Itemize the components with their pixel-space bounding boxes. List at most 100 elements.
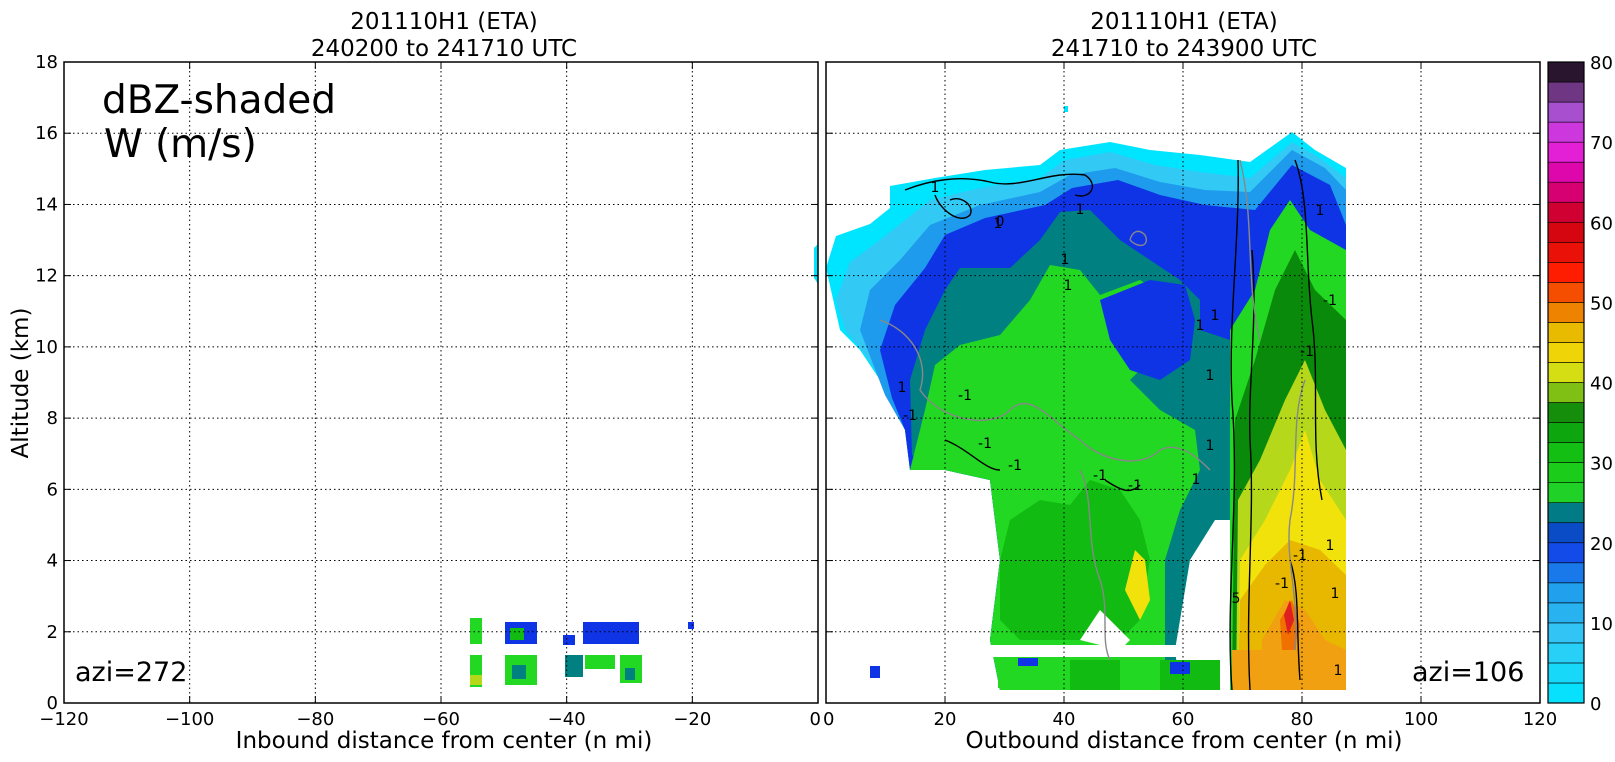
left-echo-patch [688,622,694,629]
colorbar-segment [1547,582,1585,604]
colorbar-segment [1547,141,1585,163]
annotation-w-ms: W (m/s) [104,122,257,167]
left-echo-patch [585,655,615,669]
contour-line [944,439,1001,471]
annotation-azi-left: azi=272 [75,657,187,688]
contour-label: 1 [1334,663,1343,679]
contour-label: 1 [1064,278,1073,294]
contour-label: -1 [1300,344,1314,360]
colorbar-segment [1547,682,1585,704]
colorbar-segment [1547,61,1585,83]
y-tick-label: 14 [35,194,58,215]
contour-label: 1 [1326,538,1335,554]
echo-low-patch [1018,658,1038,666]
colorbar-segment [1547,81,1585,103]
left-grid [64,62,818,703]
left-echo-patch [512,665,526,679]
contour-line [1288,379,1306,651]
annotation-dbz-shaded: dBZ-shaded [102,78,336,123]
x-tick-label: 80 [1291,709,1314,730]
right-radar-shading [826,62,1540,703]
contour-label: -1 [1275,576,1289,592]
left-title-line1: 201110H1 (ETA) [350,9,538,35]
colorbar-segment [1547,442,1585,463]
contour-label: 1 [1331,586,1340,602]
echo-low-patch [1232,650,1346,690]
echo-gap [990,645,1230,657]
colorbar-tick-label: 10 [1590,614,1613,635]
left-ticks: −120 −100 −80 −60 −40 −20 0 0 2 4 6 8 10 12 14 16 18 [35,52,821,730]
colorbar-tick-label: 40 [1590,374,1613,395]
contour-label: 1 [1206,438,1215,454]
colorbar-segment [1547,622,1585,644]
left-echo-patch [565,655,583,677]
left-echo-patch [470,675,482,685]
contour-label: 1 [1061,252,1070,268]
colorbar-tick-label: 0 [1590,694,1601,715]
colorbar-tick-label: 30 [1590,454,1613,475]
colorbar-tick-label: 20 [1590,534,1613,555]
y-tick-label: 10 [35,337,58,358]
left-echo-patch [510,628,524,640]
echo-low-patch [1064,106,1068,112]
contour-line [1104,479,1141,492]
x-tick-label: 0 [823,709,834,730]
colorbar-segment [1547,241,1585,263]
x-tick-label: 40 [1053,709,1076,730]
contour-label: -1 [1008,458,1022,474]
contour-label: -1 [1323,293,1337,309]
echo-gap [826,690,1346,703]
echo-low-patch [1070,660,1120,690]
left-echo-edge [814,244,818,284]
y-tick-label: 6 [47,479,58,500]
y-tick-label: 0 [47,693,58,714]
colorbar-segment [1547,482,1585,503]
colorbar-segment [1547,642,1585,664]
colorbar-segment [1547,382,1585,403]
contour-label: 1 [1196,318,1205,334]
x-tick-label: 100 [1404,709,1438,730]
right-title-line1: 201110H1 (ETA) [1090,9,1278,35]
contour-line [1129,230,1147,247]
contour-label: 0 [996,214,1005,230]
contour-line [1079,469,1111,661]
annotation-azi-right: azi=106 [1412,657,1524,688]
x-tick-label: −80 [296,709,334,730]
contour-label: 1 [994,216,1003,232]
contour-label: 1 [931,180,940,196]
colorbar: 0 10 20 30 40 50 60 70 80 [1547,53,1613,715]
contour-label: 1 [898,380,907,396]
contour-line [904,173,1094,197]
contour-label: -1 [958,388,972,404]
y-tick-label: 16 [35,123,58,144]
colorbar-segment [1547,402,1585,423]
contour-line [1289,559,1301,681]
x-tick-label: −120 [39,709,88,730]
colorbar-segment [1547,101,1585,123]
left-panel: −120 −100 −80 −60 −40 −20 0 0 2 4 6 8 10 12 14 16 18 dBZ… [8,52,821,754]
right-ticks: 0 20 40 60 80 100 120 [823,61,1557,730]
colorbar-tick-label: 50 [1590,293,1613,314]
contour-line [934,194,972,219]
colorbar-segment [1547,262,1585,283]
colorbar-segment [1547,181,1585,203]
echo-gap [1346,62,1540,703]
x-tick-label: −40 [548,709,586,730]
x-tick-label: −20 [673,709,711,730]
left-title-line2: 240200 to 241710 UTC [311,36,577,62]
colorbar-segment [1547,422,1585,443]
contour-label: 1 [1192,472,1201,488]
contour-label: -1 [1128,478,1142,494]
colorbar-segment [1547,282,1585,303]
w-contours [879,159,1323,691]
left-echo-patch [625,668,635,680]
echo-blue-midlevel [1100,280,1195,380]
colorbar-segment [1547,322,1585,343]
colorbar-segment [1547,562,1585,584]
y-tick-label: 2 [47,622,58,643]
colorbar-segment [1547,522,1585,544]
contour-line [1229,159,1239,691]
